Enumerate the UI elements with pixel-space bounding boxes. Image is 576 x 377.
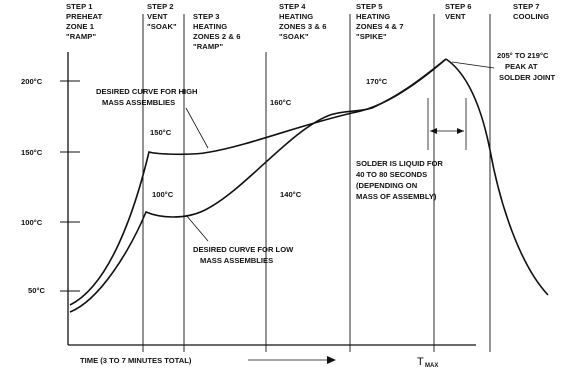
temp-160-label: 160°C (270, 98, 292, 107)
step-3-label: STEP 3 HEATING ZONES 2 & 6 "RAMP" (193, 12, 243, 51)
y-label-150: 150°C (21, 148, 43, 157)
liquidus-arrow-left (430, 128, 437, 134)
temp-100-label: 100°C (152, 190, 174, 199)
time-axis-label: TIME (3 TO 7 MINUTES TOTAL) (80, 356, 192, 365)
step-6-label: STEP 6 VENT (445, 2, 474, 21)
step-7-label: STEP 7 COOLING (513, 2, 549, 21)
low-mass-curve (69, 58, 447, 313)
liquidus-arrow-right (457, 128, 464, 134)
temp-140-label: 140°C (280, 190, 302, 199)
low-curve-pointer (185, 214, 209, 242)
step-4-label: STEP 4 HEATING ZONES 3 & 6 "SOAK" (279, 2, 329, 41)
temp-170-label: 170°C (366, 77, 388, 86)
step-2-label: STEP 2 VENT "SOAK" (147, 2, 177, 31)
tmax-subscript: MAX (425, 363, 438, 369)
high-curve-annotation: DESIRED CURVE FOR HIGH MASS ASSEMBLIES (96, 87, 200, 107)
y-label-200: 200°C (21, 77, 43, 86)
axes (67, 52, 476, 346)
annotations: DESIRED CURVE FOR HIGH MASS ASSEMBLIES 1… (96, 51, 555, 265)
step-5-label: STEP 5 HEATING ZONES 4 & 7 "SPIKE" (356, 2, 406, 41)
x-axis-labels: TIME (3 TO 7 MINUTES TOTAL) T MAX (80, 356, 438, 369)
step-labels: STEP 1 PREHEAT ZONE 1 "RAMP" STEP 2 VENT… (66, 2, 549, 51)
temp-150-label: 150°C (150, 128, 172, 137)
step-dividers (142, 14, 491, 352)
y-label-50: 50°C (28, 286, 45, 295)
tmax-label: T (417, 356, 424, 368)
y-scale: 200°C 150°C 100°C 50°C (21, 77, 80, 295)
profile-curves (69, 58, 549, 313)
y-label-100: 100°C (21, 218, 43, 227)
peak-pointer (451, 61, 495, 69)
step-1-label: STEP 1 PREHEAT ZONE 1 "RAMP" (66, 2, 105, 41)
high-curve-pointer (185, 107, 209, 149)
liquid-annotation: SOLDER IS LIQUID FOR 40 TO 80 SECONDS (D… (356, 159, 445, 201)
cooling-curve (445, 58, 549, 296)
peak-annotation: 205° TO 219°C PEAK AT SOLDER JOINT (497, 51, 555, 82)
time-arrow-head (327, 356, 336, 364)
low-curve-annotation: DESIRED CURVE FOR LOW MASS ASSEMBLIES (193, 245, 295, 265)
